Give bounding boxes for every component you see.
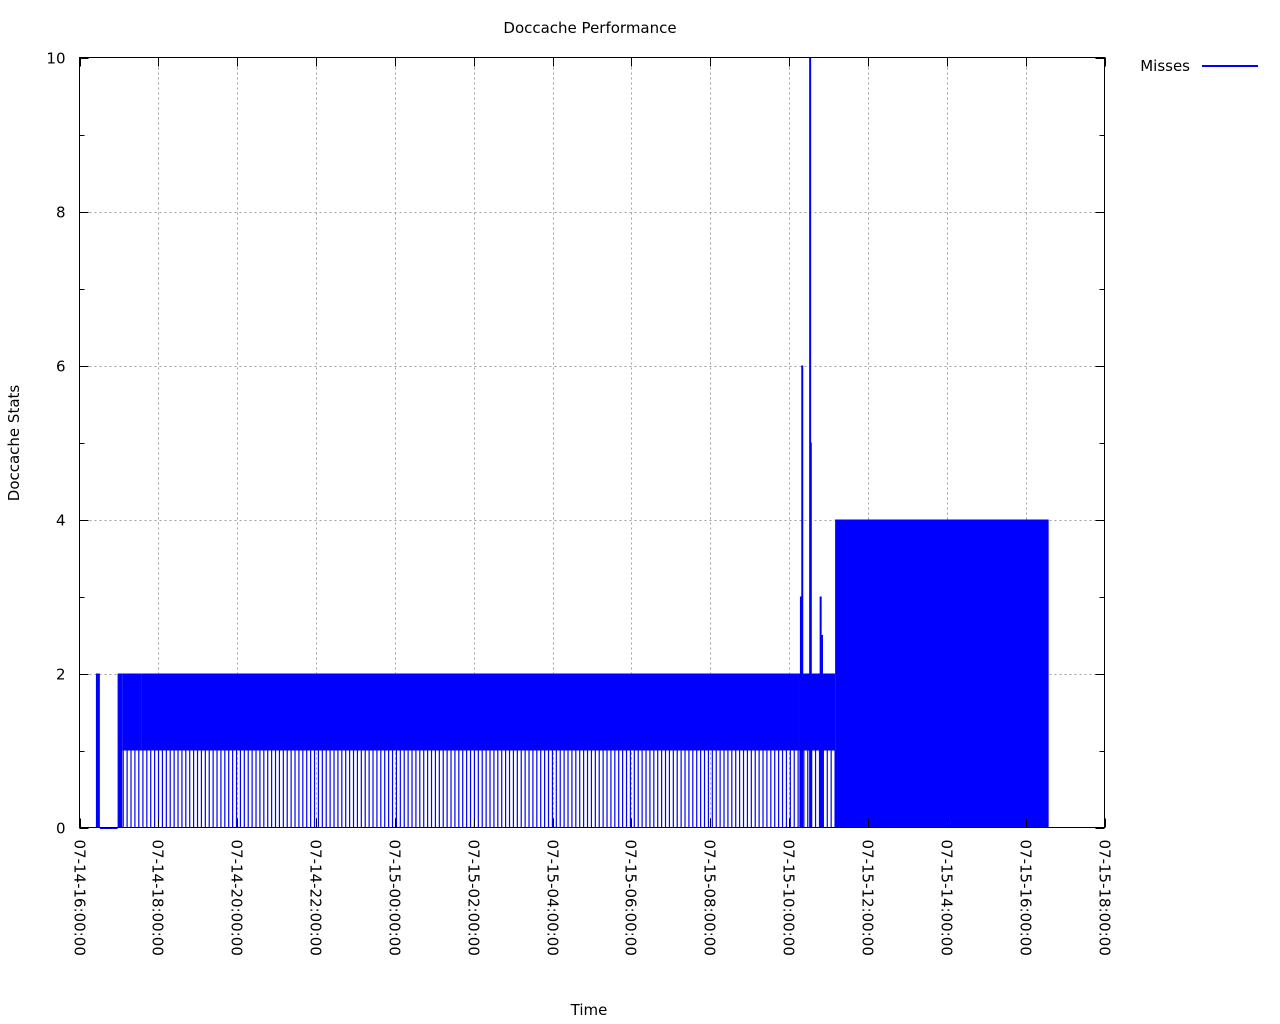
legend: Misses bbox=[1140, 57, 1258, 75]
x-tick-label: 07-15-08:00:00 bbox=[701, 840, 719, 956]
x-tick-label: 07-14-18:00:00 bbox=[149, 840, 167, 956]
data-band-misses bbox=[835, 519, 1049, 828]
y-tick-label: 6 bbox=[56, 358, 66, 376]
data-band-misses bbox=[117, 673, 123, 828]
x-tick-labels: 07-14-16:00:00 07-14-18:00:00 07-14-20:00:… bbox=[71, 840, 1114, 956]
x-tick-label: 07-15-14:00:00 bbox=[938, 840, 956, 956]
x-tick-label: 07-15-04:00:00 bbox=[544, 840, 562, 956]
chart-title: Doccache Performance bbox=[503, 19, 676, 37]
data-band-misses bbox=[95, 673, 100, 828]
x-tick-label: 07-15-16:00:00 bbox=[1017, 840, 1035, 956]
y-tick-label: 8 bbox=[56, 204, 66, 222]
x-tick-label: 07-14-22:00:00 bbox=[307, 840, 325, 956]
plot-border bbox=[79, 57, 1105, 828]
y-tick-label: 4 bbox=[56, 512, 66, 530]
data-band-misses bbox=[798, 673, 836, 751]
x-tick-label: 07-15-02:00:00 bbox=[465, 840, 483, 956]
legend-label-misses: Misses bbox=[1140, 57, 1190, 75]
x-tick-label: 07-15-18:00:00 bbox=[1096, 840, 1114, 956]
data-series-misses bbox=[95, 57, 1049, 829]
x-tick-label: 07-15-06:00:00 bbox=[622, 840, 640, 956]
data-band-misses bbox=[122, 673, 142, 751]
x-tick-label: 07-14-20:00:00 bbox=[228, 840, 246, 956]
data-band-misses bbox=[99, 827, 118, 829]
y-tick-label: 0 bbox=[56, 820, 66, 838]
x-tick-label: 07-15-12:00:00 bbox=[859, 840, 877, 956]
axis-ticks bbox=[79, 57, 1106, 829]
x-tick-label: 07-14-16:00:00 bbox=[71, 840, 89, 956]
x-tick-label: 07-15-00:00:00 bbox=[386, 840, 404, 956]
y-axis-title: Doccache Stats bbox=[5, 385, 23, 502]
x-axis-title: Time bbox=[570, 1001, 608, 1019]
y-tick-label: 10 bbox=[46, 50, 65, 68]
y-tick-labels: 0 2 4 6 8 10 bbox=[46, 50, 65, 838]
y-tick-label: 2 bbox=[56, 666, 66, 684]
data-band-misses bbox=[141, 673, 799, 751]
x-tick-label: 07-15-10:00:00 bbox=[780, 840, 798, 956]
